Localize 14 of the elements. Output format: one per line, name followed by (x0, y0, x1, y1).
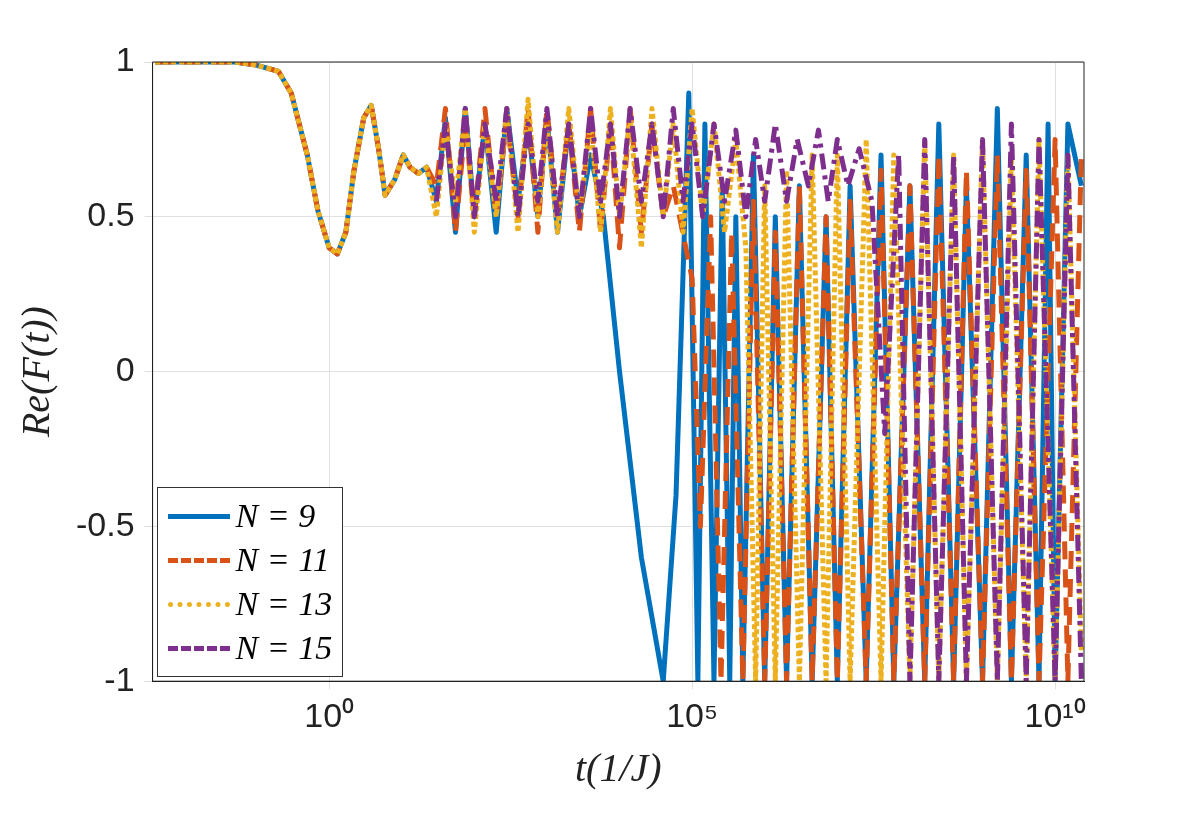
y-axis-title: Re(F(t)) (12, 306, 58, 439)
y-tick-label: -0.5 (75, 504, 135, 543)
legend-label: N = 9 (235, 496, 316, 537)
x-axis-title: t(1/J) (574, 744, 662, 790)
legend-label: N = 13 (235, 584, 333, 625)
legend-label: N = 15 (235, 628, 333, 669)
x-tick-label: 10⁵ (666, 695, 719, 734)
y-tick-label: -1 (104, 659, 135, 698)
y-tick-label: 1 (115, 40, 135, 79)
x-tick-label: 10⁰ (304, 695, 355, 734)
y-tick-label: 0.5 (87, 195, 135, 234)
y-tick-label: 0 (115, 349, 135, 388)
x-tick-label: 10¹⁰ (1024, 695, 1086, 734)
legend-label: N = 11 (235, 540, 330, 581)
